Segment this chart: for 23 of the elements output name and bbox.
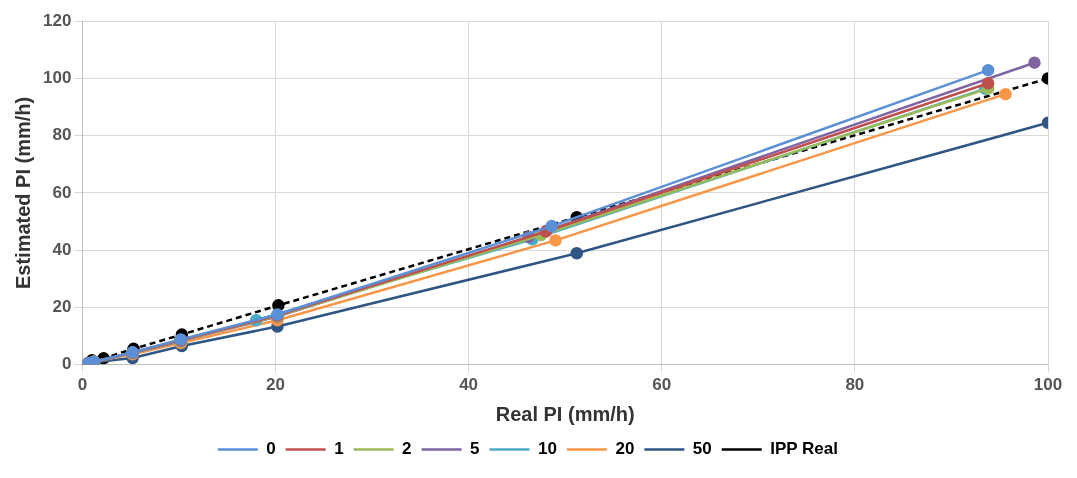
x-axis-title: Real PI (mm/h) [495, 402, 635, 425]
legend-label: 2 [402, 439, 412, 459]
legend-label: 20 [615, 439, 635, 459]
legend-label: 0 [266, 439, 276, 459]
y-tick-label: 80 [52, 125, 72, 145]
x-tick-label: 20 [266, 375, 285, 395]
y-tick-label: 40 [52, 239, 72, 259]
y-tick-label: 100 [42, 68, 72, 88]
x-tick-label: 0 [77, 375, 88, 395]
x-tick-label: 60 [652, 375, 672, 395]
legend-label: 1 [334, 439, 344, 459]
y-tick-label: 60 [52, 182, 72, 202]
legend-label: IPP Real [770, 439, 838, 459]
y-tick-label: 0 [61, 354, 72, 374]
y-axis-title: Estimated PI (mm/h) [11, 96, 34, 290]
legend-label: 10 [538, 439, 557, 459]
y-tick-label: 120 [42, 10, 72, 30]
y-tick-label: 20 [52, 297, 72, 317]
legend-label: 5 [470, 439, 480, 459]
x-tick-label: 80 [845, 375, 865, 395]
legend-label: 50 [692, 439, 712, 459]
x-tick-label: 40 [459, 375, 479, 395]
x-tick-label: 100 [1033, 375, 1063, 395]
